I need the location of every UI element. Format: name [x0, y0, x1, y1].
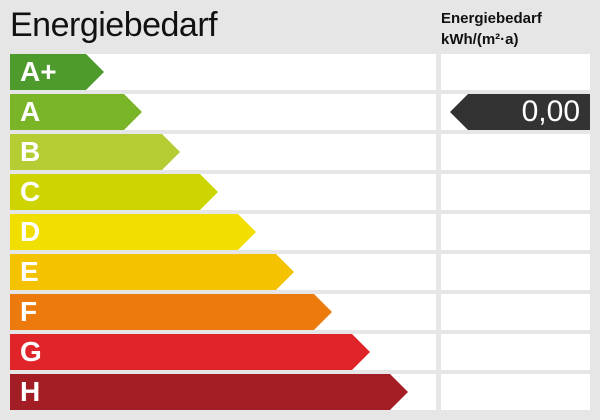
energy-class-label: D [20, 216, 41, 247]
energy-class-arrow: A+ [10, 54, 104, 90]
value-cell [441, 334, 590, 370]
value-cell [441, 294, 590, 330]
energy-class-row: C [10, 174, 436, 210]
value-indicator: 0,00 [450, 94, 590, 130]
energy-class-arrow: C [10, 174, 218, 210]
energy-class-label: H [20, 376, 41, 407]
energy-class-arrow: H [10, 374, 408, 410]
energy-class-row: D [10, 214, 436, 250]
energy-value: 0,00 [521, 95, 580, 128]
energy-class-label: A [20, 96, 41, 127]
energy-class-row: H [10, 374, 436, 410]
energy-class-label: E [20, 256, 39, 287]
value-cell [441, 254, 590, 290]
value-cell: 0,00 [441, 94, 590, 130]
value-cell [441, 134, 590, 170]
column-header-unit: kWh/(m²·a) [441, 31, 519, 48]
energy-class-arrow: E [10, 254, 294, 290]
energy-class-row: G [10, 334, 436, 370]
energy-class-row: A+ [10, 54, 436, 90]
energy-class-arrow: F [10, 294, 332, 330]
column-header-line1: Energiebedarf [441, 10, 542, 27]
energy-class-arrow: D [10, 214, 256, 250]
value-cell [441, 174, 590, 210]
value-cell [441, 54, 590, 90]
energy-class-label: C [20, 176, 41, 207]
energy-class-label: F [20, 296, 38, 327]
energy-class-arrow: G [10, 334, 370, 370]
energy-class-row: A [10, 94, 436, 130]
energy-class-row: B [10, 134, 436, 170]
value-cell [441, 374, 590, 410]
value-cell [441, 214, 590, 250]
energy-class-label: B [20, 136, 41, 167]
energy-class-arrow: A [10, 94, 142, 130]
energy-class-label: A+ [20, 56, 57, 87]
energy-class-row: F [10, 294, 436, 330]
energy-class-arrow: B [10, 134, 180, 170]
column-header: Energiebedarf kWh/(m²·a) [441, 8, 542, 50]
energy-class-row: E [10, 254, 436, 290]
page-title: Energiebedarf [10, 6, 218, 44]
energy-class-label: G [20, 336, 42, 367]
